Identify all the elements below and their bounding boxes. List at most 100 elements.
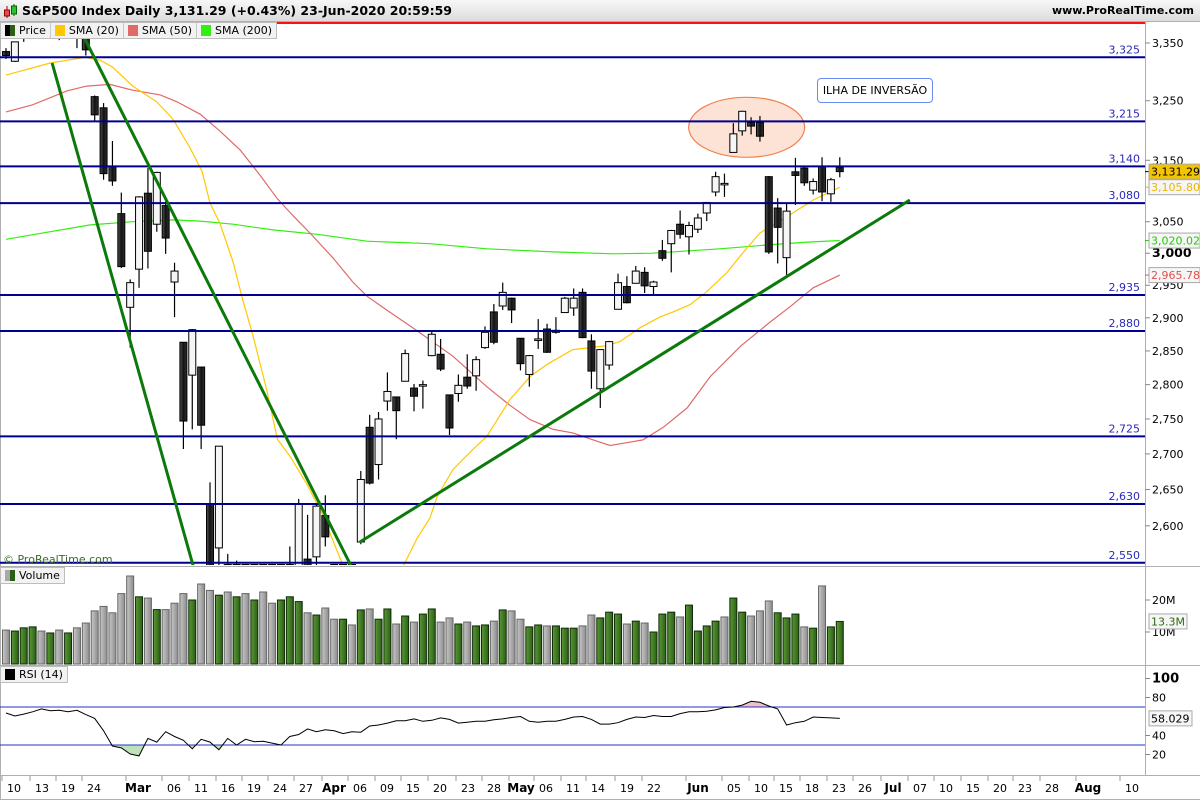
island-reversal-ellipse[interactable] — [688, 96, 806, 158]
candle[interactable] — [587, 334, 596, 389]
candle[interactable] — [614, 273, 623, 310]
candle[interactable] — [303, 514, 312, 566]
site-link[interactable]: www.ProRealTime.com — [1051, 4, 1194, 17]
candle-body — [782, 210, 791, 259]
candle[interactable] — [596, 349, 605, 408]
candle[interactable] — [702, 201, 711, 222]
candle-body — [268, 564, 277, 565]
candle[interactable] — [445, 394, 454, 435]
candle[interactable] — [729, 123, 738, 153]
candle[interactable] — [498, 282, 507, 310]
candle[interactable] — [472, 356, 481, 391]
candle[interactable] — [525, 354, 534, 387]
candle[interactable] — [640, 267, 649, 293]
candle[interactable] — [543, 323, 552, 353]
candle[interactable] — [480, 326, 489, 349]
candle[interactable] — [250, 564, 259, 567]
candle[interactable] — [90, 95, 99, 122]
candle[interactable] — [259, 564, 268, 567]
volume-tag: 13.3M — [1151, 615, 1185, 628]
candle[interactable] — [117, 192, 126, 268]
candle[interactable] — [135, 196, 144, 288]
candle[interactable] — [782, 203, 791, 275]
candle[interactable] — [365, 414, 374, 485]
candle[interactable] — [108, 141, 117, 186]
candle[interactable] — [197, 366, 206, 449]
trendline[interactable] — [50, 62, 195, 566]
candle[interactable] — [374, 412, 383, 480]
candle[interactable] — [99, 103, 108, 180]
candle[interactable] — [383, 372, 392, 411]
candle[interactable] — [667, 229, 676, 273]
legend-sma200[interactable]: SMA (200) — [197, 23, 276, 38]
candle[interactable] — [516, 337, 525, 371]
rsi-tag-box — [1148, 710, 1193, 727]
annotation-label[interactable]: ILHA DE INVERSÃO — [817, 78, 933, 103]
candle[interactable] — [569, 288, 578, 316]
candle[interactable] — [161, 201, 170, 254]
candle[interactable] — [188, 328, 197, 430]
candle[interactable] — [463, 354, 472, 389]
candle[interactable] — [10, 41, 19, 62]
candle[interactable] — [392, 396, 401, 440]
candle[interactable] — [826, 177, 835, 202]
candle[interactable] — [427, 330, 436, 357]
candle[interactable] — [578, 288, 587, 339]
rsi-panel[interactable] — [0, 700, 1145, 757]
legend-sma20[interactable]: SMA (20) — [51, 23, 124, 38]
candle[interactable] — [711, 171, 720, 197]
candle[interactable] — [170, 262, 179, 318]
candle[interactable] — [410, 383, 419, 412]
candle[interactable] — [809, 178, 818, 195]
candle[interactable] — [418, 380, 427, 409]
candle[interactable] — [720, 173, 729, 197]
candle[interactable] — [773, 198, 782, 264]
candle[interactable] — [206, 482, 215, 566]
candle[interactable] — [356, 470, 365, 545]
candle[interactable] — [534, 319, 543, 349]
candle[interactable] — [631, 265, 640, 284]
candle[interactable] — [489, 304, 498, 345]
volume-panel[interactable] — [2, 575, 844, 665]
candle[interactable] — [454, 374, 463, 402]
candle[interactable] — [755, 116, 764, 142]
legend-rsi[interactable]: RSI (14) — [1, 667, 67, 682]
price-panel[interactable]: 3,325 3,215 3,140 3,080 2,935 2,880 2,725 2,630… — [0, 22, 1145, 566]
trendline[interactable] — [359, 198, 911, 544]
candle[interactable] — [312, 503, 321, 566]
x-day-label: 14 — [591, 782, 605, 795]
volume-bar — [560, 627, 569, 665]
candle[interactable] — [223, 553, 232, 566]
legend-price[interactable]: Price — [1, 23, 51, 38]
candle[interactable] — [339, 564, 348, 567]
candle[interactable] — [214, 445, 223, 566]
candle[interactable] — [436, 338, 445, 372]
candle[interactable] — [401, 349, 410, 382]
candle[interactable] — [276, 564, 285, 567]
candle[interactable] — [658, 239, 667, 261]
candle[interactable] — [693, 213, 702, 234]
candle[interactable] — [747, 117, 756, 135]
candle[interactable] — [179, 341, 188, 449]
candle[interactable] — [622, 276, 631, 304]
candle[interactable] — [560, 296, 569, 314]
candle[interactable] — [330, 564, 339, 567]
volume-bar — [702, 625, 711, 665]
legend-sma50[interactable]: SMA (50) — [124, 23, 197, 38]
candle-body — [614, 282, 623, 310]
candle[interactable] — [143, 168, 152, 269]
candle[interactable] — [507, 297, 516, 324]
candle[interactable] — [268, 564, 277, 567]
candle[interactable] — [649, 280, 658, 296]
candle[interactable] — [605, 340, 614, 370]
volume-bar — [489, 620, 498, 665]
candle[interactable] — [684, 221, 693, 255]
candle[interactable] — [791, 157, 800, 205]
legend-volume[interactable]: Volume — [1, 568, 64, 583]
candle[interactable] — [800, 165, 809, 186]
candle[interactable] — [294, 498, 303, 566]
candle[interactable] — [676, 210, 685, 239]
candle[interactable] — [764, 176, 773, 254]
trendline[interactable] — [83, 38, 353, 566]
candle[interactable] — [241, 564, 250, 567]
